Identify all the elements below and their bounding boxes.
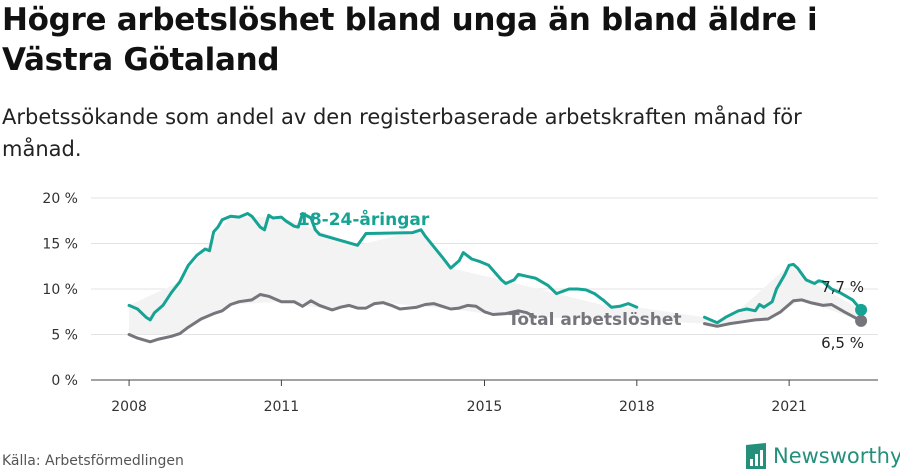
x-tick-label: 2021	[771, 399, 807, 415]
chart-subtitle: Arbetssökande som andel av den registerb…	[2, 105, 802, 161]
x-tick-label: 2011	[264, 399, 300, 415]
series-line-youth	[127, 212, 639, 322]
x-tick-label: 2008	[111, 399, 147, 415]
x-tick-label: 2018	[619, 399, 655, 415]
x-tick-label: 2015	[467, 399, 503, 415]
y-tick-label: 10 %	[42, 282, 78, 298]
end-value-label-youth: 7,7 %	[821, 278, 864, 296]
newsworthy-logo-icon	[746, 443, 766, 469]
end-point-total	[855, 314, 868, 327]
series-label-youth: 18-24-åringar	[298, 208, 430, 230]
difference-band	[129, 216, 862, 335]
y-tick-label: 20 %	[42, 191, 78, 207]
series-line-youth	[703, 262, 863, 325]
y-tick-label: 0 %	[51, 373, 78, 389]
y-tick-label: 5 %	[51, 328, 78, 344]
difference-area	[129, 216, 862, 335]
chart-title: Högre arbetslöshet bland unga än bland ä…	[2, 2, 818, 78]
end-point-youth	[855, 303, 868, 316]
series-line-total	[703, 298, 863, 328]
y-tick-label: 15 %	[42, 237, 78, 253]
series-line-total	[127, 293, 537, 344]
series-label-total: Total arbetslöshet	[508, 310, 682, 330]
axes: 0 % 5 % 10 % 15 % 20 % 2008 2011 2015 2018 2021	[42, 191, 878, 415]
end-value-label-total: 6,5 %	[821, 334, 864, 352]
series-labels: 18-24-åringar Total arbetslöshet 7,7 % 6,5 …	[298, 208, 864, 352]
brand-logo: Newsworthy	[745, 441, 900, 471]
brand-name: Newsworthy	[773, 444, 900, 468]
source-note: Källa: Arbetsförmedlingen	[2, 453, 184, 469]
series-lines	[127, 212, 868, 344]
line-chart: 0 % 5 % 10 % 15 % 20 % 2008 2011 2015 2018 2021 1…	[42, 191, 878, 415]
